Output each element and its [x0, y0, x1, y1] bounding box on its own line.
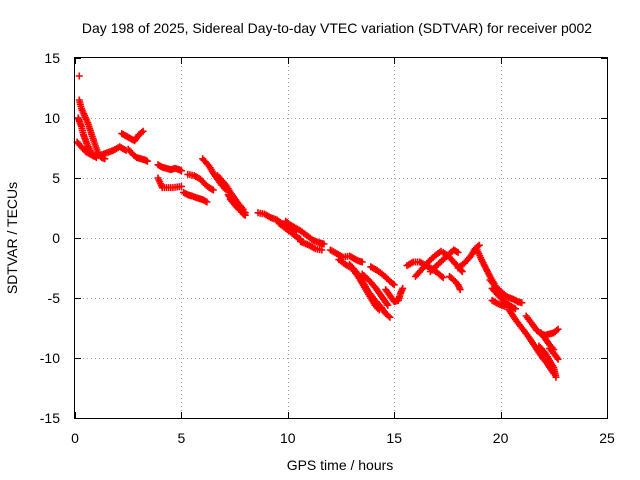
- chart-title: Day 198 of 2025, Sidereal Day-to-day VTE…: [82, 20, 592, 36]
- series-arc-22: [358, 270, 392, 309]
- x-tick-label: 10: [280, 430, 296, 446]
- data-point: [320, 240, 328, 248]
- y-tick-label: -15: [40, 410, 60, 426]
- series-arc-6: [124, 145, 151, 165]
- data-point: [553, 326, 561, 334]
- data-point: [553, 354, 561, 362]
- series-arc-17: [282, 217, 328, 248]
- series-arc-1: [75, 96, 109, 163]
- series-arc-37: [535, 342, 560, 381]
- series-arc-32: [486, 276, 526, 307]
- y-tick-labels: -15 -10 -5 0 5 10 15: [40, 50, 60, 426]
- series-arc-26: [411, 247, 445, 280]
- data-points: [73, 72, 562, 381]
- data-point: [385, 312, 393, 320]
- series-arc-18: [297, 238, 326, 254]
- series-arc-14: [226, 196, 249, 217]
- series-arc-24: [382, 284, 407, 306]
- series-arc-3: [73, 138, 130, 160]
- series-arc-10: [184, 170, 217, 194]
- series-arc-19: [326, 246, 366, 266]
- data-point: [177, 182, 185, 190]
- series-arc-2: [74, 114, 100, 162]
- y-tick-label: -10: [40, 350, 60, 366]
- data-point: [386, 313, 394, 321]
- data-point: [554, 355, 562, 363]
- x-axis-label: GPS time / hours: [287, 457, 394, 473]
- series-arc-5: [118, 127, 147, 145]
- data-point: [139, 127, 147, 135]
- data-point: [209, 186, 217, 194]
- data-point: [383, 300, 391, 308]
- data-point: [475, 241, 483, 249]
- series-arc-4: [75, 72, 83, 80]
- x-tick-label: 25: [599, 430, 615, 446]
- x-tick-label: 0: [71, 430, 79, 446]
- y-tick-label: 5: [52, 170, 60, 186]
- data-point: [241, 209, 249, 217]
- y-axis-label: SDTVAR / TECUs: [4, 182, 20, 294]
- x-tick-labels: 0 5 10 15 20 25: [71, 430, 615, 446]
- data-point: [456, 286, 464, 294]
- data-point: [518, 299, 526, 307]
- y-tick-label: 15: [44, 50, 60, 66]
- x-tick-label: 5: [178, 430, 186, 446]
- series-arc-29: [446, 272, 464, 294]
- x-tick-label: 20: [493, 430, 509, 446]
- series-arc-23: [367, 263, 398, 289]
- data-point: [390, 281, 398, 289]
- data-point: [358, 258, 366, 266]
- y-tick-label: 0: [52, 230, 60, 246]
- data-point: [143, 157, 151, 165]
- series-arc-16: [275, 220, 305, 243]
- data-point: [177, 167, 185, 175]
- data-point: [318, 246, 326, 254]
- series-arc-8: [154, 174, 185, 192]
- data-point: [138, 128, 146, 136]
- data-point: [511, 305, 519, 313]
- series-arc-7: [154, 161, 185, 175]
- data-point: [439, 274, 447, 282]
- data-point: [550, 346, 558, 354]
- data-point: [454, 248, 462, 256]
- axis-ticks: [75, 58, 608, 419]
- y-tick-label: 10: [44, 110, 60, 126]
- data-point: [75, 72, 83, 80]
- data-point: [203, 198, 211, 206]
- series-arc-21: [346, 260, 394, 321]
- y-tick-label: -5: [48, 290, 61, 306]
- plot-area-frame: [74, 57, 608, 419]
- series-arc-9: [180, 188, 211, 206]
- data-point: [384, 301, 392, 309]
- series-arc-39: [537, 329, 558, 354]
- data-point: [458, 268, 466, 276]
- data-point: [399, 284, 407, 292]
- series-arc-34: [488, 296, 515, 312]
- grid-lines: [75, 58, 607, 418]
- x-tick-label: 15: [386, 430, 402, 446]
- data-point: [389, 280, 397, 288]
- data-point: [552, 373, 560, 381]
- data-point: [554, 325, 562, 333]
- data-point: [438, 272, 446, 280]
